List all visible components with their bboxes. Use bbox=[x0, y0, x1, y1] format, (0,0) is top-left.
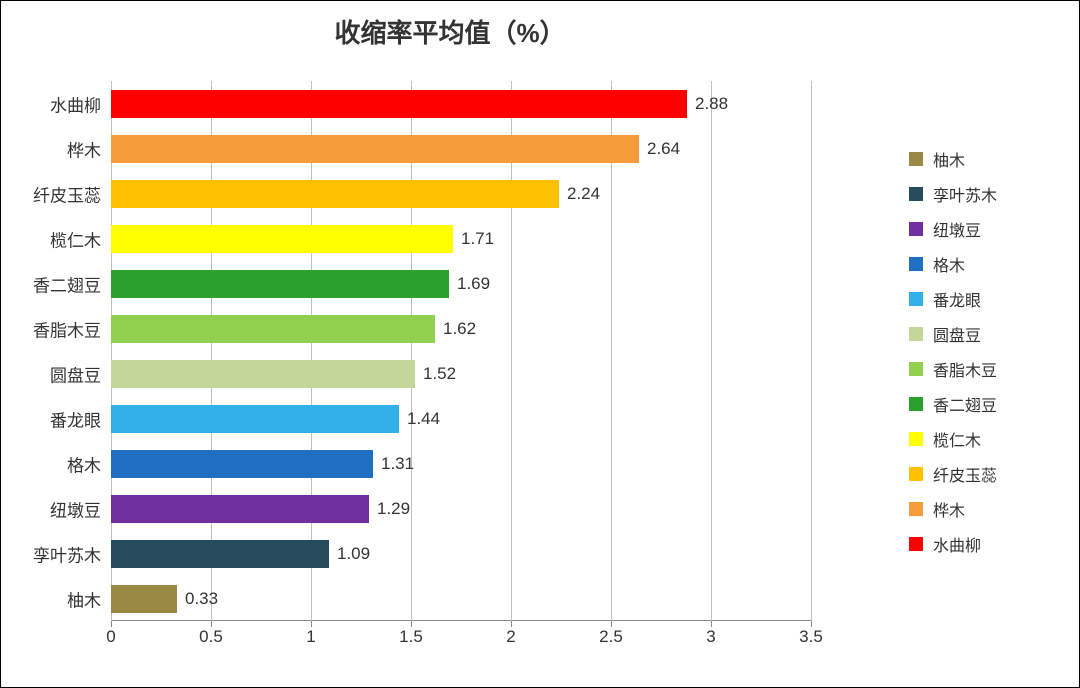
bar-value-label: 1.44 bbox=[407, 409, 440, 429]
bar-row: 香脂木豆1.62 bbox=[111, 306, 435, 351]
legend-item: 纽墩豆 bbox=[909, 211, 1059, 246]
legend-swatch bbox=[909, 152, 923, 166]
y-axis-label: 香二翅豆 bbox=[33, 271, 101, 296]
x-tick-label: 2.5 bbox=[599, 627, 623, 647]
y-axis-label: 格木 bbox=[67, 451, 101, 476]
bar-value-label: 1.69 bbox=[457, 274, 490, 294]
bar-row: 孪叶苏木1.09 bbox=[111, 531, 329, 576]
legend-label: 榄仁木 bbox=[933, 427, 981, 451]
legend-label: 番龙眼 bbox=[933, 287, 981, 311]
legend-swatch bbox=[909, 397, 923, 411]
legend-item: 孪叶苏木 bbox=[909, 176, 1059, 211]
y-axis-label: 纽墩豆 bbox=[50, 496, 101, 521]
bar-row: 格木1.31 bbox=[111, 441, 373, 486]
bar: 1.44 bbox=[111, 405, 399, 433]
legend-swatch bbox=[909, 537, 923, 551]
legend-label: 桦木 bbox=[933, 497, 965, 521]
x-tick-label: 3 bbox=[706, 627, 715, 647]
x-tick-label: 3.5 bbox=[799, 627, 823, 647]
bar: 1.52 bbox=[111, 360, 415, 388]
legend-label: 柚木 bbox=[933, 147, 965, 171]
bar: 2.24 bbox=[111, 180, 559, 208]
legend-label: 香脂木豆 bbox=[933, 357, 997, 381]
x-tick-label: 0.5 bbox=[199, 627, 223, 647]
bar: 2.64 bbox=[111, 135, 639, 163]
bar: 1.31 bbox=[111, 450, 373, 478]
bar-value-label: 0.33 bbox=[185, 589, 218, 609]
legend-item: 纤皮玉蕊 bbox=[909, 456, 1059, 491]
x-tick-label: 2 bbox=[506, 627, 515, 647]
x-axis bbox=[111, 620, 811, 621]
legend-item: 香脂木豆 bbox=[909, 351, 1059, 386]
y-axis-label: 纤皮玉蕊 bbox=[33, 181, 101, 206]
bar-value-label: 1.09 bbox=[337, 544, 370, 564]
legend: 柚木孪叶苏木纽墩豆格木番龙眼圆盘豆香脂木豆香二翅豆榄仁木纤皮玉蕊桦木水曲柳 bbox=[909, 141, 1059, 561]
x-tick-label: 1 bbox=[306, 627, 315, 647]
legend-swatch bbox=[909, 257, 923, 271]
legend-swatch bbox=[909, 327, 923, 341]
plot-area: 00.511.522.533.5水曲柳2.88桦木2.64纤皮玉蕊2.24榄仁木… bbox=[111, 81, 811, 621]
bar-row: 桦木2.64 bbox=[111, 126, 639, 171]
bar: 1.09 bbox=[111, 540, 329, 568]
grid-line bbox=[711, 81, 712, 621]
legend-item: 番龙眼 bbox=[909, 281, 1059, 316]
bar-value-label: 1.29 bbox=[377, 499, 410, 519]
bar-value-label: 1.52 bbox=[423, 364, 456, 384]
bar-row: 水曲柳2.88 bbox=[111, 81, 687, 126]
y-axis-label: 柚木 bbox=[67, 586, 101, 611]
legend-item: 柚木 bbox=[909, 141, 1059, 176]
legend-swatch bbox=[909, 502, 923, 516]
y-axis-label: 圆盘豆 bbox=[50, 361, 101, 386]
legend-item: 水曲柳 bbox=[909, 526, 1059, 561]
bar-row: 纤皮玉蕊2.24 bbox=[111, 171, 559, 216]
legend-label: 香二翅豆 bbox=[933, 392, 997, 416]
y-axis-label: 榄仁木 bbox=[50, 226, 101, 251]
bar-row: 柚木0.33 bbox=[111, 576, 177, 621]
chart-title: 收缩率平均值（%） bbox=[1, 13, 899, 50]
y-axis-label: 孪叶苏木 bbox=[33, 541, 101, 566]
bar-value-label: 1.62 bbox=[443, 319, 476, 339]
y-axis-label: 水曲柳 bbox=[50, 91, 101, 116]
bar: 0.33 bbox=[111, 585, 177, 613]
bar-value-label: 2.24 bbox=[567, 184, 600, 204]
legend-swatch bbox=[909, 222, 923, 236]
chart-container: 收缩率平均值（%） 00.511.522.533.5水曲柳2.88桦木2.64纤… bbox=[0, 0, 1080, 688]
bar-row: 香二翅豆1.69 bbox=[111, 261, 449, 306]
y-axis-label: 番龙眼 bbox=[50, 406, 101, 431]
x-tick-label: 0 bbox=[106, 627, 115, 647]
bar: 1.71 bbox=[111, 225, 453, 253]
y-axis-label: 桦木 bbox=[67, 136, 101, 161]
legend-item: 圆盘豆 bbox=[909, 316, 1059, 351]
bar-row: 榄仁木1.71 bbox=[111, 216, 453, 261]
legend-swatch bbox=[909, 187, 923, 201]
legend-swatch bbox=[909, 362, 923, 376]
legend-item: 香二翅豆 bbox=[909, 386, 1059, 421]
legend-item: 桦木 bbox=[909, 491, 1059, 526]
legend-swatch bbox=[909, 467, 923, 481]
bar-value-label: 2.64 bbox=[647, 139, 680, 159]
legend-label: 纤皮玉蕊 bbox=[933, 462, 997, 486]
legend-label: 格木 bbox=[933, 252, 965, 276]
grid-line bbox=[811, 81, 812, 621]
bar-row: 纽墩豆1.29 bbox=[111, 486, 369, 531]
bar-row: 圆盘豆1.52 bbox=[111, 351, 415, 396]
y-axis-label: 香脂木豆 bbox=[33, 316, 101, 341]
bar: 1.29 bbox=[111, 495, 369, 523]
bar: 2.88 bbox=[111, 90, 687, 118]
bar: 1.62 bbox=[111, 315, 435, 343]
bar-value-label: 1.31 bbox=[381, 454, 414, 474]
legend-label: 圆盘豆 bbox=[933, 322, 981, 346]
legend-item: 格木 bbox=[909, 246, 1059, 281]
legend-swatch bbox=[909, 432, 923, 446]
bar-value-label: 1.71 bbox=[461, 229, 494, 249]
legend-label: 纽墩豆 bbox=[933, 217, 981, 241]
legend-label: 孪叶苏木 bbox=[933, 182, 997, 206]
x-tick-label: 1.5 bbox=[399, 627, 423, 647]
bar-row: 番龙眼1.44 bbox=[111, 396, 399, 441]
legend-swatch bbox=[909, 292, 923, 306]
legend-label: 水曲柳 bbox=[933, 532, 981, 556]
legend-item: 榄仁木 bbox=[909, 421, 1059, 456]
bar-value-label: 2.88 bbox=[695, 94, 728, 114]
bar: 1.69 bbox=[111, 270, 449, 298]
